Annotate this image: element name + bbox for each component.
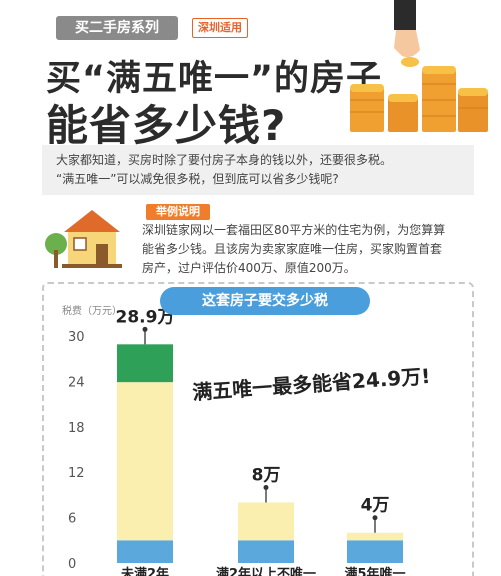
bar-segment <box>117 540 173 563</box>
bar-segment <box>347 532 403 541</box>
bar-segment <box>347 540 403 563</box>
savings-annotation: 满五唯一最多能省24.9万! <box>191 364 431 405</box>
intro-line: 大家都知道，买房时除了要付房子本身的钱以外，还要很多税。 <box>56 153 393 167</box>
example-line: 能省多少钱。且该房为卖家家庭唯一住房，买家购置首套 <box>142 242 443 256</box>
intro-box: 大家都知道，买房时除了要付房子本身的钱以外，还要很多税。 “满五唯一”可以减免很… <box>42 145 474 195</box>
category-label: 满2年以上不唯一 <box>216 566 316 576</box>
coin-stack-icon <box>350 0 488 132</box>
page-title-line2: 能省多少钱? <box>46 101 287 150</box>
y-tick-label: 6 <box>68 512 76 527</box>
value-callout-dot <box>142 326 148 332</box>
bar-segment <box>238 540 294 563</box>
category-label: 满5年唯一 <box>344 566 405 576</box>
bar-segment <box>117 382 173 541</box>
y-tick-label: 30 <box>68 330 85 345</box>
intro-line: “满五唯一”可以减免很多税，但到底可以省多少钱呢? <box>56 172 339 186</box>
category-label: 未满2年 <box>120 566 169 576</box>
y-tick-label: 12 <box>68 466 85 481</box>
page-title-line1: 买“满五唯一”的房子 <box>46 59 383 99</box>
bar-segment <box>238 502 294 541</box>
value-callout-dot <box>372 515 378 521</box>
city-tag: 深圳适用 <box>192 18 248 38</box>
chart-title: 这套房子要交多少税 <box>160 287 370 315</box>
value-label: 4万 <box>361 496 390 516</box>
y-tick-label: 18 <box>68 421 85 436</box>
value-callout-dot <box>263 484 269 490</box>
example-text: 深圳链家网以一套福田区80平方米的住宅为例，为您算算 能省多少钱。且该房为卖家家… <box>142 221 482 278</box>
chart-frame <box>42 282 474 576</box>
value-label: 8万 <box>252 465 281 485</box>
example-badge: 举例说明 <box>146 204 210 220</box>
y-tick-label: 0 <box>68 557 76 572</box>
example-line: 深圳链家网以一套福田区80平方米的住宅为例，为您算算 <box>142 223 446 237</box>
series-badge: 买二手房系列 <box>56 16 178 40</box>
example-line: 房产，过户评估价400万、原值200万。 <box>142 261 356 275</box>
bar-segment <box>117 344 173 383</box>
y-axis-label: 税费（万元） <box>62 304 122 317</box>
value-label: 28.9万 <box>116 307 175 327</box>
house-icon <box>45 210 122 268</box>
hand-icon <box>394 0 420 67</box>
coin-stacks <box>350 66 488 132</box>
y-tick-label: 24 <box>68 375 85 390</box>
